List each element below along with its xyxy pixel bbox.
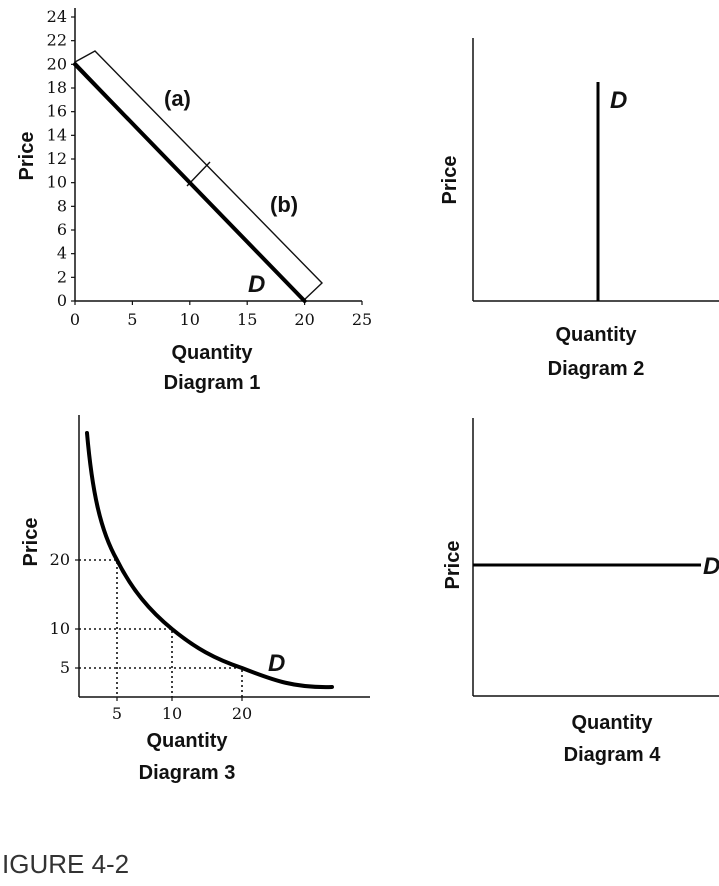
d1-label-b: (b) [270, 192, 298, 217]
diagram-2: D Price Quantity Diagram 2 [439, 38, 719, 380]
d1-x-axis-label: Quantity [171, 342, 253, 364]
d2-x-axis-label: Quantity [555, 324, 637, 346]
d3-x-tick-label: 5 [112, 704, 122, 723]
d1-y-tick-label: 2 [57, 267, 67, 286]
d3-guide-20-5 [79, 667, 243, 697]
d3-y-tick-label: 5 [60, 658, 70, 677]
d1-y-tick-label: 6 [57, 220, 67, 239]
d1-y-tick-label: 20 [47, 54, 67, 73]
d1-x-tick-label: 10 [180, 310, 200, 329]
d3-y-ticks: 5 10 20 [50, 550, 79, 677]
d1-bracket-rectangle [73, 50, 323, 302]
d1-y-tick-label: 14 [47, 125, 67, 144]
d3-demand-curve [85, 431, 334, 690]
d4-y-axis-label: Price [442, 541, 464, 590]
d1-demand-line [73, 62, 307, 303]
d1-y-tick-label: 4 [57, 244, 67, 263]
d3-x-tick-label: 20 [232, 704, 252, 723]
d1-y-tick-label: 12 [47, 149, 67, 168]
d3-y-axis-label: Price [20, 518, 42, 567]
d4-curve-label: D [703, 553, 719, 580]
d3-x-tick-label: 10 [162, 704, 182, 723]
d1-curve-label: D [248, 271, 265, 298]
d1-x-ticks: 0 5 10 15 20 25 [70, 301, 372, 329]
d2-y-axis-label: Price [439, 156, 461, 205]
d1-y-tick-label: 22 [47, 31, 67, 50]
d4-x-axis-label: Quantity [571, 712, 653, 734]
diagram-3: 5 10 20 5 10 20 D Price Quantity Diagram 3 [20, 415, 370, 784]
d1-y-tick-label: 16 [47, 102, 67, 121]
diagram-4: D Price Quantity Diagram 4 [442, 418, 719, 766]
d1-y-tick-label: 0 [57, 291, 67, 310]
d1-x-tick-label: 5 [127, 310, 137, 329]
d4-diagram-label: Diagram 4 [564, 744, 662, 766]
d1-y-axis-label: Price [16, 132, 38, 181]
d1-x-tick-label: 25 [352, 310, 372, 329]
d2-diagram-label: Diagram 2 [548, 358, 645, 380]
d2-curve-label: D [610, 87, 627, 114]
d3-x-axis-label: Quantity [146, 730, 228, 752]
d1-x-tick-label: 20 [294, 310, 314, 329]
d1-y-tick-label: 8 [57, 196, 67, 215]
d3-diagram-label: Diagram 3 [139, 762, 236, 784]
d1-x-tick-label: 0 [70, 310, 80, 329]
d1-diagram-label: Diagram 1 [164, 372, 261, 394]
d1-y-tick-label: 24 [47, 7, 67, 26]
d3-curve-label: D [268, 650, 285, 677]
d1-y-tick-label: 18 [47, 78, 67, 97]
figure-caption: IGURE 4-2 [2, 849, 129, 879]
d1-x-tick-label: 15 [237, 310, 257, 329]
d1-label-a: (a) [164, 86, 191, 111]
d1-y-tick-label: 10 [47, 173, 67, 192]
d3-y-tick-label: 20 [50, 550, 70, 569]
d3-y-tick-label: 10 [50, 619, 70, 638]
d3-guide-10-10 [79, 628, 173, 697]
d3-x-ticks: 5 10 20 [112, 697, 252, 723]
